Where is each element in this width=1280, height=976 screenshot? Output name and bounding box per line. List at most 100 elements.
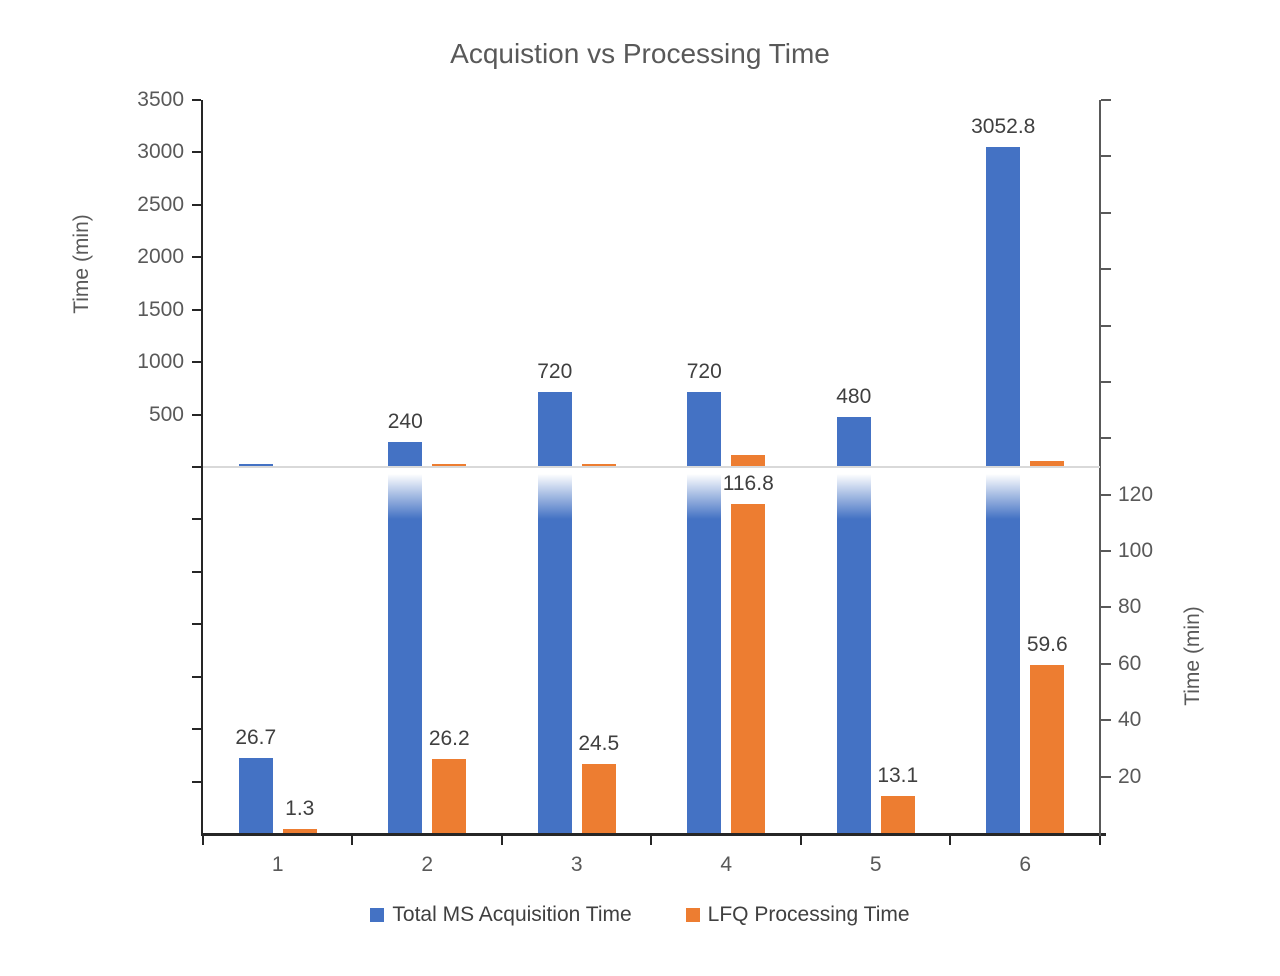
right-axis-tick: [1101, 268, 1111, 271]
left-axis-tick: [192, 99, 201, 101]
right-axis-tick: [1101, 211, 1111, 214]
right-axis-tick: [1101, 493, 1111, 496]
data-label-acquisition-cat4: 720: [686, 359, 722, 383]
left-axis-tick: [192, 203, 201, 206]
data-label-processing-cat3: 24.5: [578, 731, 620, 755]
bar-bottom-processing-cat5: [880, 796, 915, 833]
data-label-acquisition-cat2: 240: [387, 409, 423, 433]
right-axis-tick: [1101, 380, 1111, 383]
right-axis-tick-label: 120: [1118, 482, 1154, 506]
left-axis-tick-label: 1500: [137, 297, 184, 321]
x-axis-tick: [500, 836, 503, 845]
x-category-label: 3: [570, 853, 583, 876]
legend-swatch-processing: [685, 908, 700, 922]
bar-top-processing-cat4: [731, 454, 766, 467]
right-axis-tick: [1101, 437, 1111, 440]
left-axis-tick: [192, 151, 201, 154]
bar-bottom-acquisition-cat2: [388, 467, 423, 833]
left-axis-tick: [192, 780, 201, 783]
x-axis-tick: [351, 836, 353, 845]
right-axis-tick: [1101, 606, 1111, 609]
right-axis-tick: [1101, 324, 1111, 327]
x-category-label: 1: [271, 853, 284, 876]
legend-label-acquisition: Total MS Acquisition Time: [392, 903, 632, 926]
left-axis-tick-label: 3500: [137, 88, 184, 111]
bar-top-acquisition-cat4: [687, 391, 722, 467]
right-axis-tick: [1101, 662, 1111, 665]
bar-bottom-processing-cat1: [282, 829, 317, 833]
left-axis-tick: [192, 308, 201, 311]
bar-bottom-processing-cat2: [432, 759, 467, 833]
left-axis-tick: [192, 413, 201, 416]
right-axis-tick-label: 60: [1118, 651, 1142, 675]
left-axis-tick: [192, 518, 201, 521]
left-axis-tick-label: 1000: [137, 350, 184, 374]
bar-top-processing-cat3: [581, 464, 616, 467]
left-axis-line: [201, 100, 203, 836]
left-axis-tick: [192, 466, 201, 468]
left-axis-tick-label: 2500: [137, 192, 184, 216]
x-axis-tick: [201, 836, 204, 845]
x-category-label: 2: [421, 853, 434, 876]
bottom-axis-line: [201, 833, 1106, 836]
left-axis-tick: [192, 361, 201, 364]
left-axis-tick: [192, 623, 201, 626]
data-label-processing-cat2: 26.2: [428, 727, 470, 751]
right-axis-tick: [1101, 775, 1111, 778]
legend-label-processing: LFQ Processing Time: [707, 903, 910, 926]
data-label-processing-cat4: 116.8: [722, 471, 774, 495]
x-category-label: 5: [869, 853, 882, 876]
left-axis-tick: [192, 728, 201, 731]
bar-top-acquisition-cat3: [537, 391, 572, 467]
bar-bottom-processing-cat6: [1030, 664, 1065, 833]
bar-bottom-processing-cat3: [581, 763, 616, 833]
right-axis-tick: [1101, 550, 1111, 553]
right-axis-tick: [1101, 155, 1111, 158]
legend-swatch-acquisition: [370, 908, 385, 922]
right-axis-tick-label: 40: [1118, 708, 1142, 732]
left-axis-tick-label: 2000: [137, 245, 184, 269]
left-axis-tick: [192, 256, 201, 259]
bar-top-acquisition-cat2: [388, 441, 423, 467]
x-category-label: 6: [1019, 853, 1032, 876]
right-axis-tick-label: 80: [1118, 595, 1142, 619]
right-axis-tick: [1101, 719, 1111, 722]
bar-bottom-processing-cat4: [731, 503, 766, 833]
bar-top-acquisition-cat6: [986, 146, 1021, 467]
bar-bottom-acquisition-cat4: [687, 467, 722, 833]
x-axis-tick: [1098, 836, 1101, 845]
left-axis-tick: [192, 675, 201, 678]
right-axis-tick: [1101, 99, 1111, 101]
data-label-acquisition-cat6: 3052.8: [971, 114, 1036, 138]
x-axis-tick: [949, 836, 951, 845]
legend-item-processing: LFQ Processing Time: [685, 903, 910, 927]
right-axis-title: Time (min): [1181, 606, 1204, 706]
data-label-processing-cat5: 13.1: [877, 764, 919, 788]
left-axis-tick-label: 3000: [137, 140, 184, 164]
bar-bottom-acquisition-cat3: [537, 467, 572, 833]
x-category-label: 4: [720, 853, 733, 876]
legend: Total MS Acquisition Time LFQ Processing…: [0, 903, 1280, 927]
data-label-acquisition-cat1: 26.7: [235, 725, 277, 749]
right-axis-tick-label: 100: [1118, 539, 1154, 563]
chart-title: Acquistion vs Processing Time: [450, 38, 830, 69]
bar-top-processing-cat2: [432, 464, 467, 467]
x-axis-tick: [650, 836, 652, 845]
panel-divider-line: [203, 466, 1100, 468]
x-axis-tick: [799, 836, 802, 845]
right-axis-tick-label: 20: [1118, 764, 1142, 788]
data-label-acquisition-cat5: 480: [836, 384, 872, 408]
right-axis-line: [1099, 100, 1101, 836]
bar-top-acquisition-cat1: [238, 464, 273, 467]
left-axis-tick: [192, 570, 201, 573]
left-axis-tick-label: 500: [148, 402, 184, 426]
data-label-acquisition-cat3: 720: [537, 359, 573, 383]
data-label-processing-cat1: 1.3: [285, 797, 315, 821]
bar-bottom-acquisition-cat5: [836, 467, 871, 833]
bar-bottom-acquisition-cat1: [238, 757, 273, 833]
bar-top-processing-cat6: [1030, 460, 1065, 467]
bar-top-acquisition-cat5: [836, 416, 871, 467]
legend-item-acquisition: Total MS Acquisition Time: [370, 903, 632, 927]
bar-bottom-acquisition-cat6: [986, 467, 1021, 833]
